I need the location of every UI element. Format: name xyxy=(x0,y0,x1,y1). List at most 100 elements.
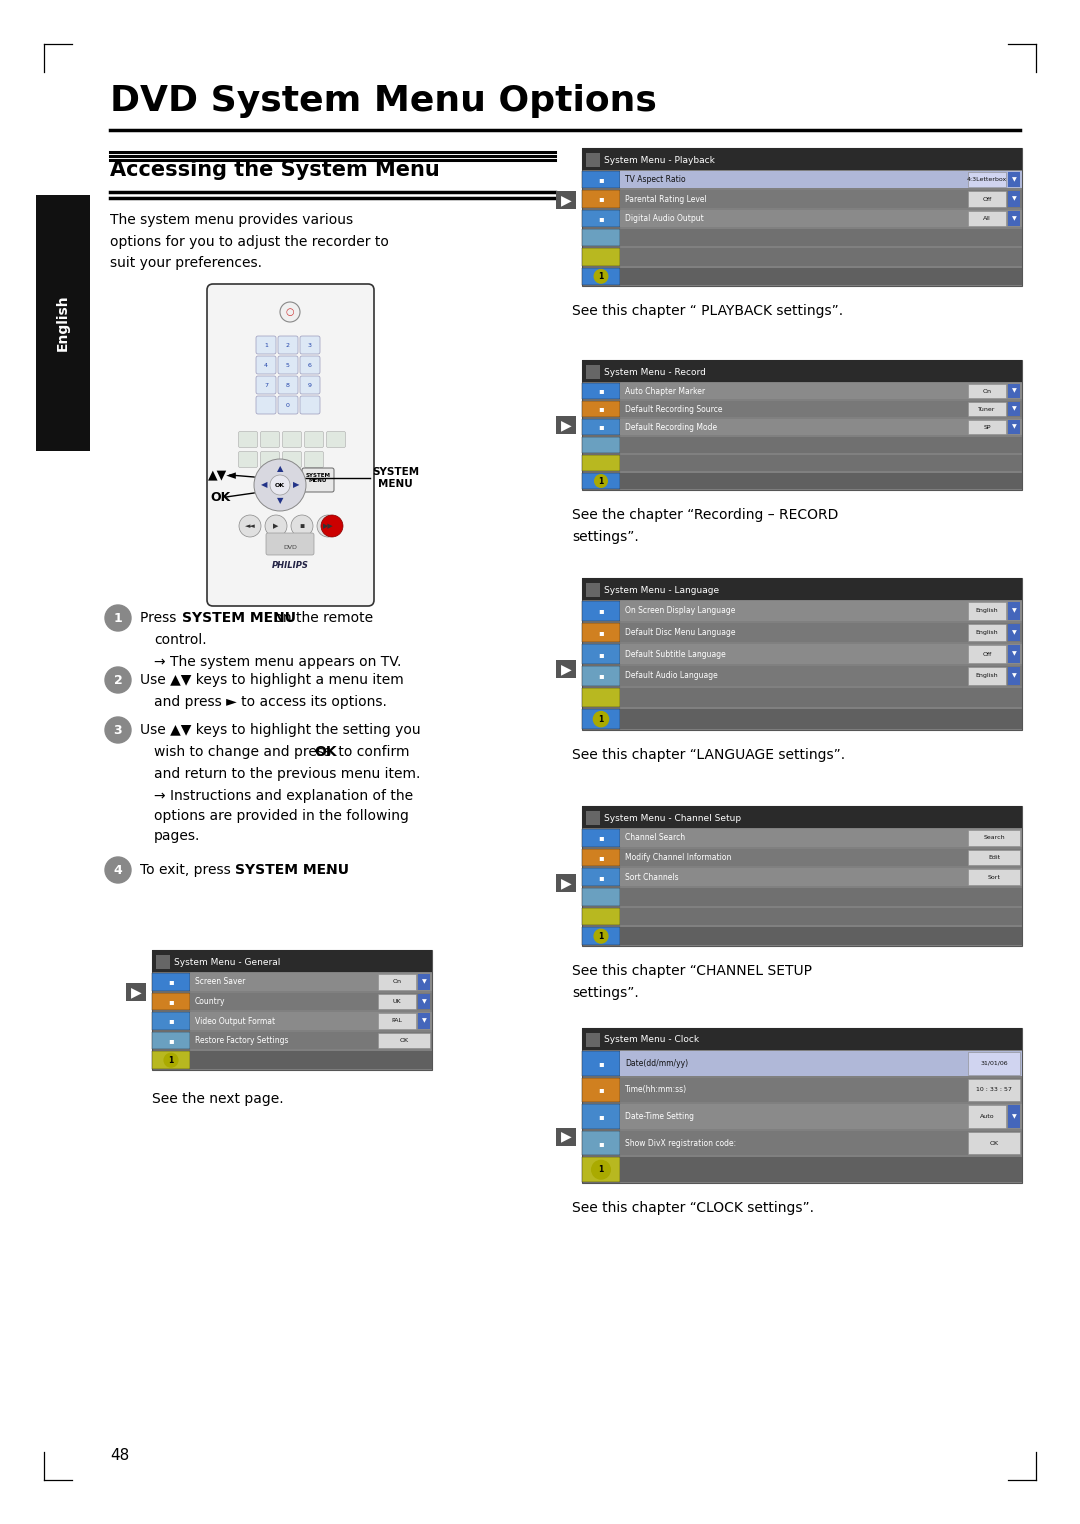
Bar xyxy=(620,472,1022,489)
Bar xyxy=(586,366,600,379)
Text: ▶: ▶ xyxy=(293,480,299,489)
Text: Date-Time Setting: Date-Time Setting xyxy=(625,1113,694,1122)
Text: 6: 6 xyxy=(308,363,312,367)
Text: ▪: ▪ xyxy=(598,1138,604,1148)
Bar xyxy=(620,849,1022,866)
Text: and return to the previous menu item.: and return to the previous menu item. xyxy=(154,767,420,780)
Bar xyxy=(620,666,1022,686)
Bar xyxy=(620,908,1022,925)
Text: ▶: ▶ xyxy=(131,985,141,1000)
FancyBboxPatch shape xyxy=(283,431,301,448)
Text: English: English xyxy=(56,294,70,352)
Bar xyxy=(152,949,432,972)
Bar xyxy=(582,1157,620,1183)
Circle shape xyxy=(595,474,607,488)
Text: ▶: ▶ xyxy=(273,523,279,529)
Text: ▼: ▼ xyxy=(1012,425,1016,430)
Text: ▶: ▶ xyxy=(561,876,571,890)
Bar xyxy=(968,602,1005,620)
Text: ▪: ▪ xyxy=(598,1113,604,1122)
Text: All: All xyxy=(983,216,990,221)
Bar xyxy=(620,456,1022,471)
Text: OK: OK xyxy=(275,483,285,488)
Bar xyxy=(1008,1105,1020,1128)
Text: ▼: ▼ xyxy=(421,1018,427,1024)
Text: 4: 4 xyxy=(113,864,122,876)
Text: Use ▲▼ keys to highlight a menu item: Use ▲▼ keys to highlight a menu item xyxy=(140,674,404,687)
Bar xyxy=(620,1157,1022,1183)
Bar xyxy=(620,1105,1022,1129)
Text: ▪: ▪ xyxy=(168,1017,174,1026)
Bar xyxy=(556,1128,576,1146)
Text: ▪: ▪ xyxy=(598,387,604,396)
Bar xyxy=(156,956,170,969)
Bar xyxy=(582,360,1022,383)
Bar xyxy=(620,829,1022,847)
FancyBboxPatch shape xyxy=(260,451,280,468)
Text: 1: 1 xyxy=(113,611,122,625)
Bar xyxy=(582,927,620,945)
FancyBboxPatch shape xyxy=(305,451,324,468)
Text: Digital Audio Output: Digital Audio Output xyxy=(625,213,704,223)
Bar xyxy=(620,623,1022,642)
FancyBboxPatch shape xyxy=(256,376,276,395)
Circle shape xyxy=(594,930,608,943)
Text: ▪: ▪ xyxy=(598,213,604,223)
Circle shape xyxy=(318,515,339,536)
Bar xyxy=(152,972,190,991)
Text: SP: SP xyxy=(983,425,990,430)
Bar xyxy=(586,811,600,824)
Bar xyxy=(582,148,1022,171)
Text: See this chapter “LANGUAGE settings”.: See this chapter “LANGUAGE settings”. xyxy=(572,748,846,762)
Bar xyxy=(556,416,576,434)
Bar xyxy=(620,1131,1022,1155)
Bar xyxy=(620,190,1022,207)
Text: ▪: ▪ xyxy=(598,1059,604,1068)
Text: Parental Rating Level: Parental Rating Level xyxy=(625,195,706,204)
Circle shape xyxy=(239,515,261,536)
Text: ▪: ▪ xyxy=(598,834,604,843)
Bar xyxy=(620,401,1022,418)
Text: Tuner: Tuner xyxy=(978,407,996,411)
Bar xyxy=(582,456,620,471)
Text: To exit, press: To exit, press xyxy=(140,863,235,876)
Text: and press ► to access its options.: and press ► to access its options. xyxy=(154,695,387,709)
Text: 1: 1 xyxy=(168,1056,174,1065)
Text: ▪: ▪ xyxy=(598,853,604,863)
Bar xyxy=(582,1052,620,1076)
Text: Off: Off xyxy=(983,197,991,201)
Text: SYSTEM MENU: SYSTEM MENU xyxy=(235,863,349,876)
FancyBboxPatch shape xyxy=(207,283,374,607)
Text: On: On xyxy=(392,980,402,985)
Text: Default Recording Mode: Default Recording Mode xyxy=(625,422,717,431)
Circle shape xyxy=(270,475,291,495)
Text: ▼: ▼ xyxy=(1012,197,1016,201)
Text: wish to change and press: wish to change and press xyxy=(154,745,336,759)
Bar xyxy=(582,806,1022,946)
Text: ▪: ▪ xyxy=(598,1085,604,1094)
Text: 1: 1 xyxy=(598,477,604,486)
Text: See the next page.: See the next page. xyxy=(152,1093,284,1106)
Bar xyxy=(968,1052,1020,1074)
Bar xyxy=(1008,172,1020,187)
Circle shape xyxy=(105,668,131,693)
Text: TV Aspect Ratio: TV Aspect Ratio xyxy=(625,175,686,184)
Bar xyxy=(582,666,620,686)
Bar xyxy=(586,1033,600,1047)
FancyBboxPatch shape xyxy=(256,396,276,415)
Circle shape xyxy=(593,712,609,727)
Text: ▪: ▪ xyxy=(598,422,604,431)
FancyBboxPatch shape xyxy=(266,533,314,555)
Bar xyxy=(556,660,576,678)
Text: SYSTEM MENU: SYSTEM MENU xyxy=(183,611,296,625)
Bar xyxy=(582,829,620,847)
Bar xyxy=(620,600,1022,620)
Text: ▲: ▲ xyxy=(276,465,283,474)
FancyBboxPatch shape xyxy=(283,451,301,468)
Bar xyxy=(152,949,432,1070)
Bar xyxy=(586,152,600,168)
Text: OK: OK xyxy=(210,491,230,503)
Text: Screen Saver: Screen Saver xyxy=(195,977,245,986)
Text: See this chapter “CLOCK settings”.: See this chapter “CLOCK settings”. xyxy=(572,1201,814,1215)
Text: Date(dd/mm/yy): Date(dd/mm/yy) xyxy=(625,1059,688,1068)
